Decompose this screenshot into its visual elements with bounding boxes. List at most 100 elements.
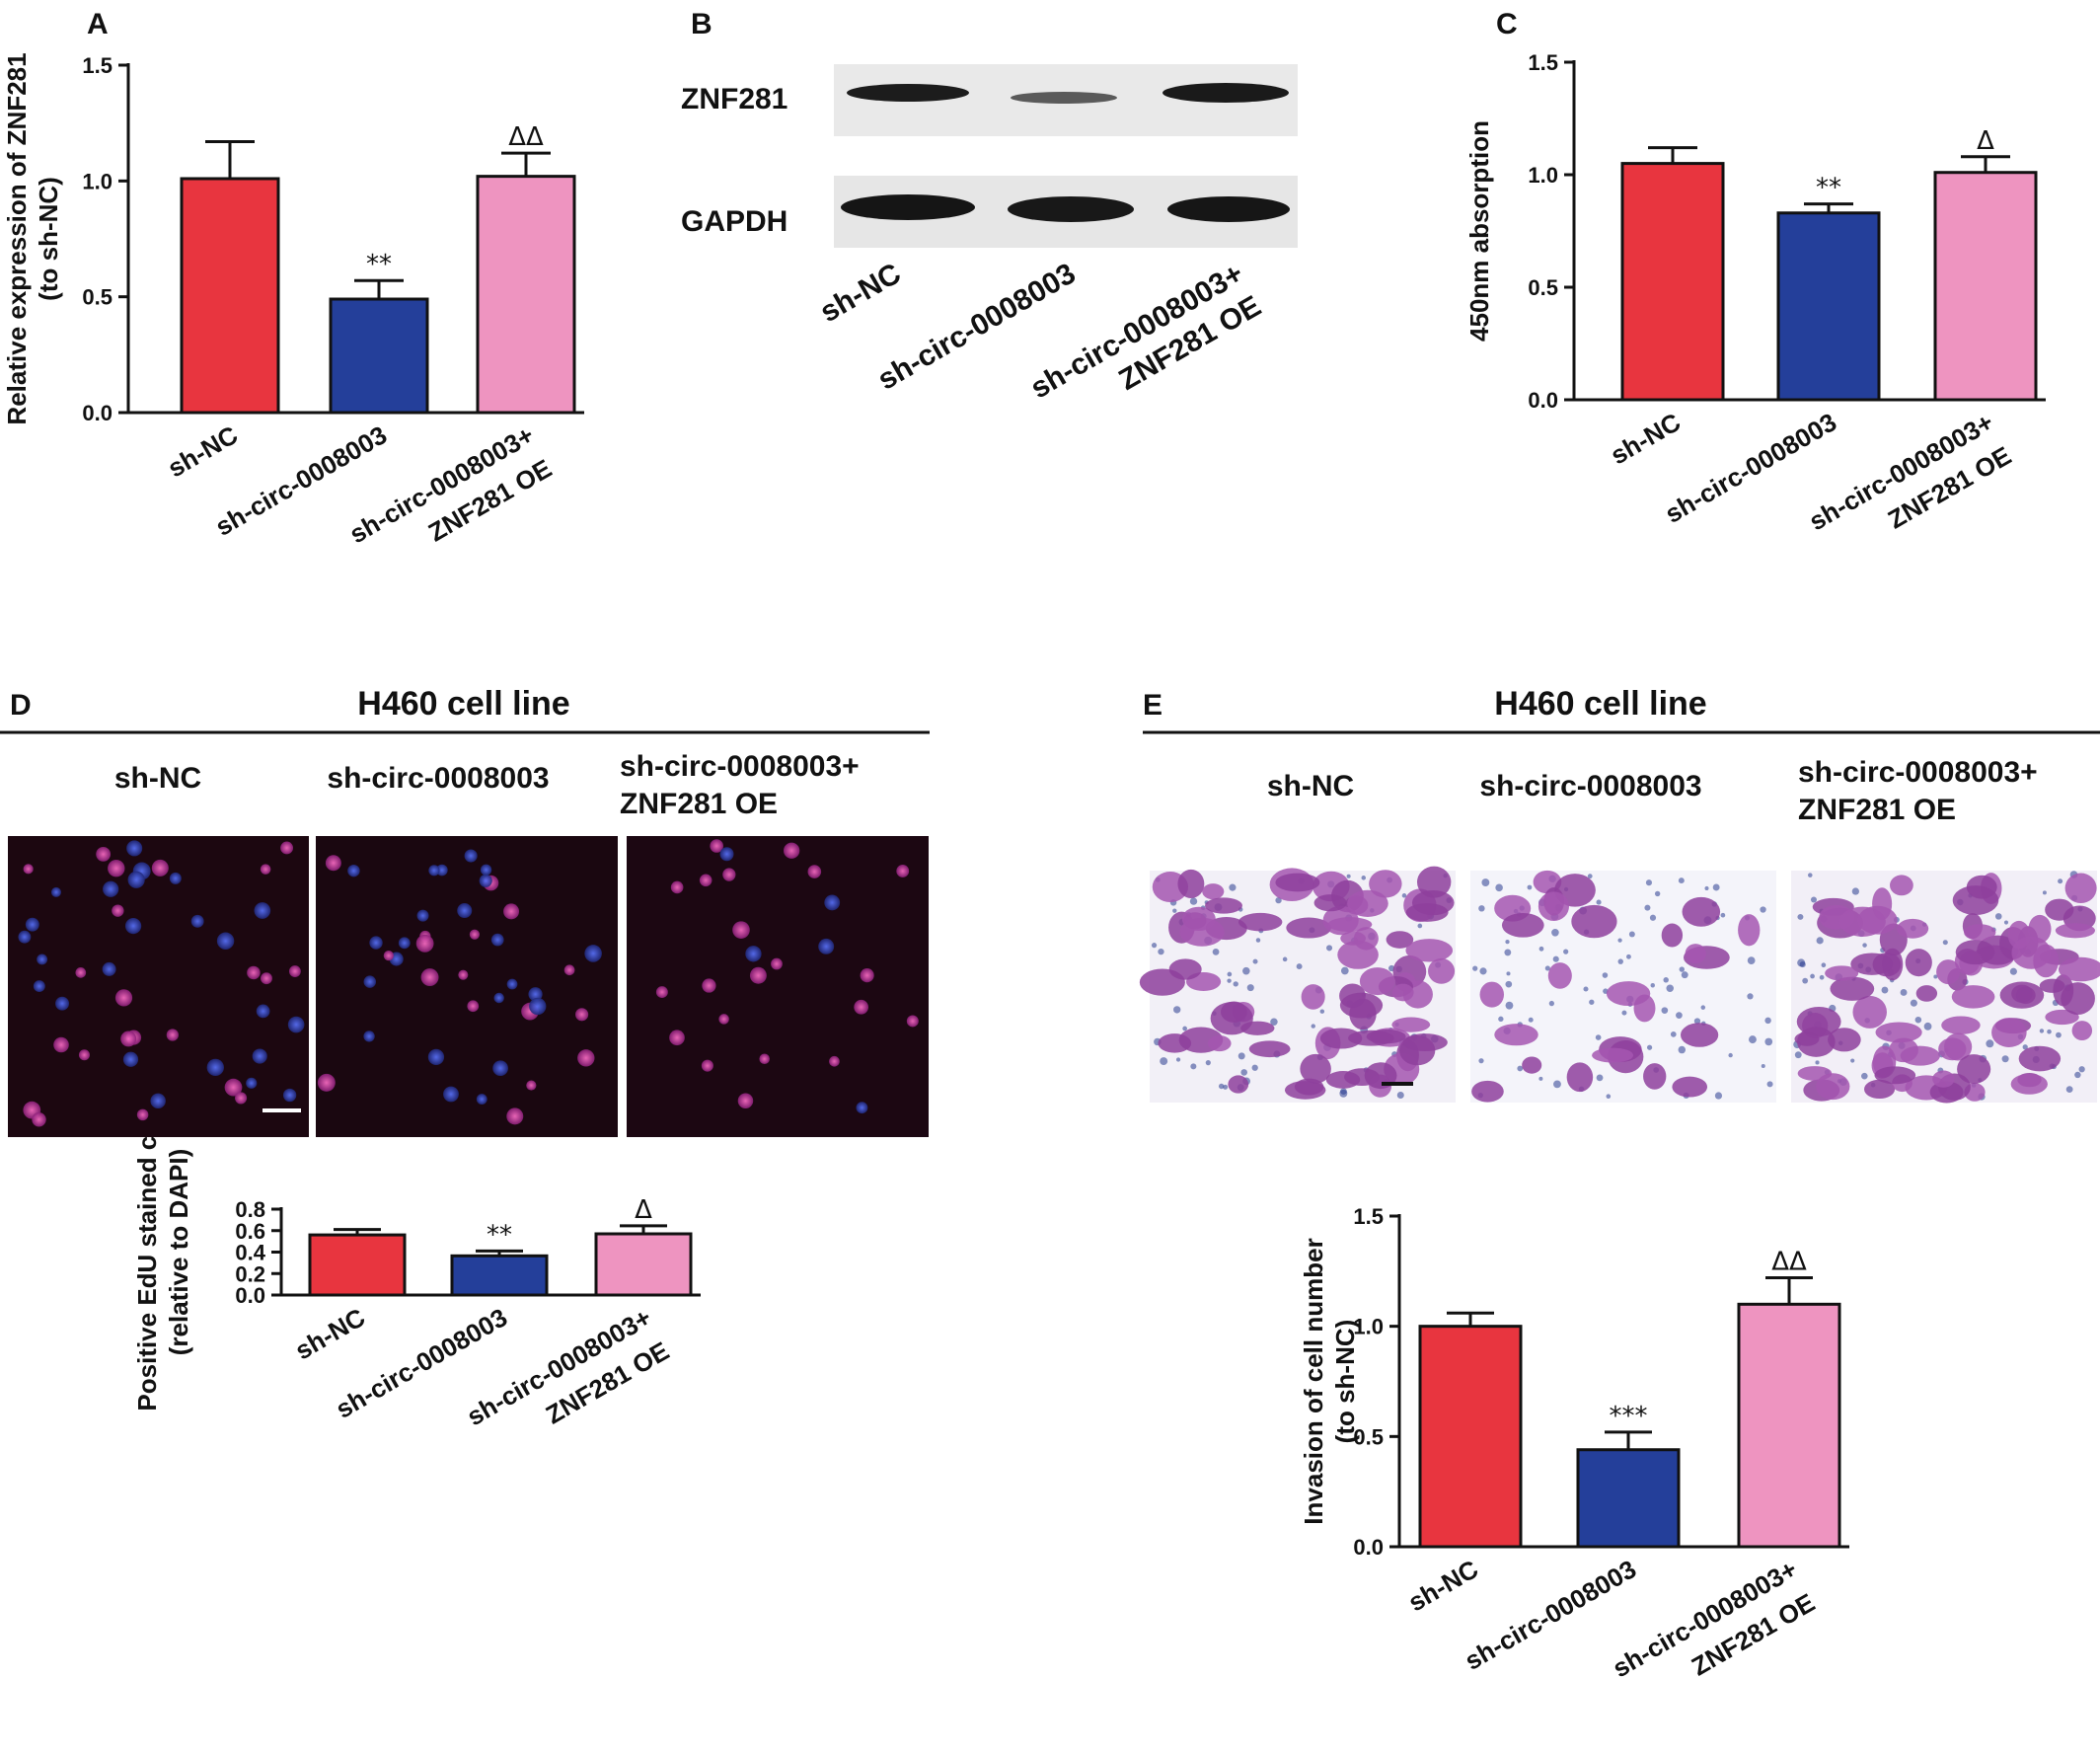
transwell-cell <box>1411 889 1455 916</box>
transwell-pore <box>1986 1039 1994 1048</box>
transwell-cell <box>1828 1028 1861 1052</box>
chart-e-y-tick-label: 1.5 <box>1353 1204 1384 1229</box>
transwell-cell <box>1951 985 1995 1009</box>
transwell-pore <box>2009 967 2017 975</box>
transwell-pore <box>1596 1074 1604 1082</box>
transwell-pore <box>1396 1091 1404 1099</box>
transwell-pore <box>1704 885 1709 891</box>
transwell-cell <box>1936 959 1961 985</box>
transwell-cell <box>1428 957 1456 984</box>
transwell-cell <box>1643 1063 1667 1090</box>
transwell-pore <box>1861 1072 1868 1080</box>
edu-nucleus <box>655 986 668 999</box>
edu-nucleus <box>719 847 734 862</box>
chart-a-y-tick-label: 0.5 <box>82 285 112 310</box>
transwell-pore <box>1417 923 1423 929</box>
transwell-cell <box>2071 1021 2093 1041</box>
transwell-cell <box>1905 949 1932 977</box>
transwell-cell <box>1139 968 1185 996</box>
edu-nucleus <box>398 937 411 950</box>
transwell-cell <box>2064 873 2097 904</box>
transwell-pore <box>1626 954 1631 959</box>
edu-image-sh-circ <box>316 836 618 1137</box>
transwell-pore <box>1923 1022 1932 1030</box>
transwell-pore <box>1676 1012 1683 1019</box>
transwell-pore <box>1994 913 2002 920</box>
edu-nucleus <box>150 1093 166 1109</box>
transwell-pore <box>1850 1058 1855 1063</box>
edu-nucleus <box>528 987 543 1002</box>
edu-nucleus <box>383 951 394 961</box>
transwell-pore <box>1589 999 1595 1005</box>
chart-d-y-axis-label: Positive EdU stained cells <box>132 1093 162 1411</box>
transwell-pore <box>1761 1063 1765 1069</box>
transwell-cell <box>1852 995 1887 1029</box>
transwell-cell <box>2010 1073 2048 1095</box>
transwell-pore <box>1172 908 1177 913</box>
panel-e-col-sh-circ: sh-circ-0008003 <box>1479 770 1701 802</box>
chart-d-significance-label: Δ <box>635 1195 652 1225</box>
edu-nucleus <box>718 1014 729 1025</box>
chart-e-y-tick-label: 0.0 <box>1353 1535 1384 1560</box>
edu-nucleus <box>102 961 116 976</box>
transwell-cell <box>1471 1080 1504 1103</box>
edu-image-oe <box>627 836 929 1137</box>
transwell-cell <box>2011 936 2052 969</box>
edu-nucleus <box>120 1030 137 1047</box>
edu-nucleus <box>436 864 448 877</box>
transwell-pore <box>1517 1065 1524 1072</box>
edu-nucleus <box>563 964 575 976</box>
transwell-cell <box>1205 897 1242 914</box>
transwell-pore <box>1810 973 1815 979</box>
edu-nucleus <box>710 839 723 853</box>
transwell-pore <box>1645 879 1653 886</box>
chart-e-y-axis-label: (to sh-NC) <box>1330 1320 1360 1444</box>
transwell-pore <box>1223 1084 1229 1090</box>
edu-nucleus <box>506 978 518 990</box>
transwell-pore <box>1942 940 1948 946</box>
transwell-cell <box>1522 1056 1542 1074</box>
transwell-cell <box>1301 984 1325 1010</box>
edu-nucleus <box>166 1029 179 1041</box>
transwell-pore <box>1227 978 1232 983</box>
transwell-pore <box>1862 943 1867 948</box>
edu-image-sh-nc <box>8 836 309 1137</box>
chart-d-y-tick-label: 0.0 <box>235 1283 265 1308</box>
chart-d-y-axis-label: (relative to DAPI) <box>164 1149 193 1356</box>
transwell-pore <box>2056 1031 2062 1038</box>
chart-a-y-axis-label: Relative expression of ZNF281 <box>2 52 32 424</box>
transwell-cell <box>1479 981 1505 1008</box>
transwell-cell <box>1405 939 1454 962</box>
transwell-cell <box>1991 1018 2027 1047</box>
edu-nucleus <box>427 1048 445 1066</box>
edu-nucleus <box>818 938 835 954</box>
chart-c-y-tick-label: 1.0 <box>1528 163 1558 188</box>
transwell-cell <box>1941 1016 1981 1034</box>
transwell-pore <box>1478 1058 1484 1064</box>
transwell-pore <box>1275 896 1282 904</box>
edu-nucleus <box>670 880 684 894</box>
transwell-pore <box>1182 1026 1187 1031</box>
transwell-pore <box>1326 945 1333 952</box>
edu-nucleus <box>369 936 383 950</box>
transwell-pore <box>1205 1060 1211 1066</box>
transwell-pore <box>1282 956 1288 962</box>
transwell-cell <box>1964 924 1996 942</box>
transwell-cell <box>1416 866 1452 898</box>
chart-a-significance-label: ** <box>366 250 392 279</box>
transwell-cell <box>2061 982 2095 1015</box>
chart-d-bar <box>594 1232 693 1297</box>
edu-nucleus <box>114 989 133 1007</box>
chart-a-bar <box>476 175 576 415</box>
chart-e-y-axis-label: Invasion of cell number <box>1299 1238 1328 1524</box>
transwell-pore <box>1646 1044 1653 1050</box>
transwell-cell <box>1838 906 1886 937</box>
edu-nucleus <box>479 874 492 887</box>
transwell-pore <box>1799 960 1806 968</box>
transwell-pore <box>1173 1006 1181 1014</box>
edu-nucleus <box>415 934 434 953</box>
edu-nucleus <box>476 1094 488 1105</box>
transwell-cell <box>1825 965 1859 981</box>
edu-nucleus <box>206 1058 224 1077</box>
transwell-pore <box>1587 874 1593 879</box>
